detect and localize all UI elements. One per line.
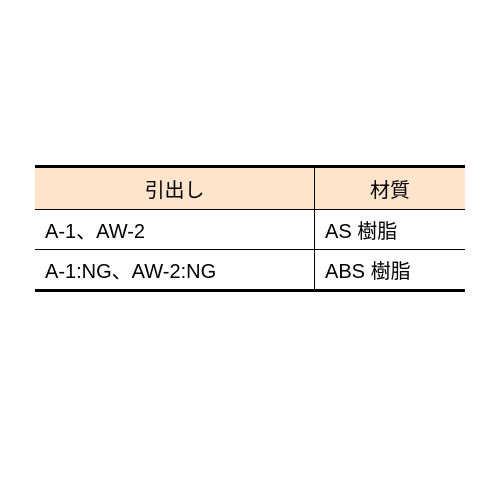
- column-header-drawer: 引出し: [35, 167, 315, 210]
- table-row: A-1、AW-2 AS 樹脂: [35, 210, 465, 250]
- cell-drawer: A-1:NG、AW-2:NG: [35, 250, 315, 291]
- material-table: 引出し 材質 A-1、AW-2 AS 樹脂 A-1:NG、AW-2:NG ABS…: [35, 165, 465, 292]
- cell-material: ABS 樹脂: [315, 250, 466, 291]
- cell-material: AS 樹脂: [315, 210, 466, 250]
- cell-drawer: A-1、AW-2: [35, 210, 315, 250]
- material-table-container: 引出し 材質 A-1、AW-2 AS 樹脂 A-1:NG、AW-2:NG ABS…: [35, 165, 465, 292]
- column-header-material: 材質: [315, 167, 466, 210]
- table-header-row: 引出し 材質: [35, 167, 465, 210]
- table-row: A-1:NG、AW-2:NG ABS 樹脂: [35, 250, 465, 291]
